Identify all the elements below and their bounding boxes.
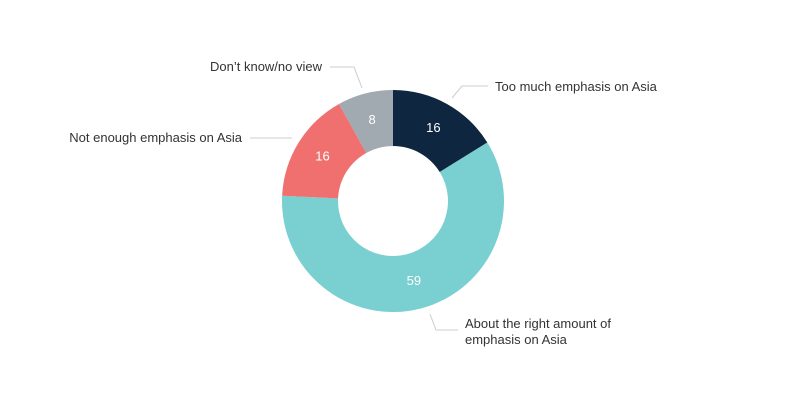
donut-slice (282, 104, 367, 199)
donut-slice (393, 90, 488, 173)
leader-line (330, 66, 363, 89)
leader-line (451, 85, 488, 99)
slice-label: Don’t know/no view (210, 59, 322, 74)
slice-label: Not enough emphasis on Asia (69, 130, 242, 145)
leader-line (429, 313, 458, 331)
value-label: 16 (426, 120, 440, 135)
donut-slice (339, 90, 393, 153)
value-label: 59 (407, 273, 421, 288)
donut-slice (282, 142, 505, 313)
value-label: 16 (315, 149, 329, 164)
slice-label: About the right amount of emphasis on As… (465, 316, 611, 347)
slice-label: Too much emphasis on Asia (495, 79, 657, 94)
value-label: 8 (369, 112, 376, 127)
